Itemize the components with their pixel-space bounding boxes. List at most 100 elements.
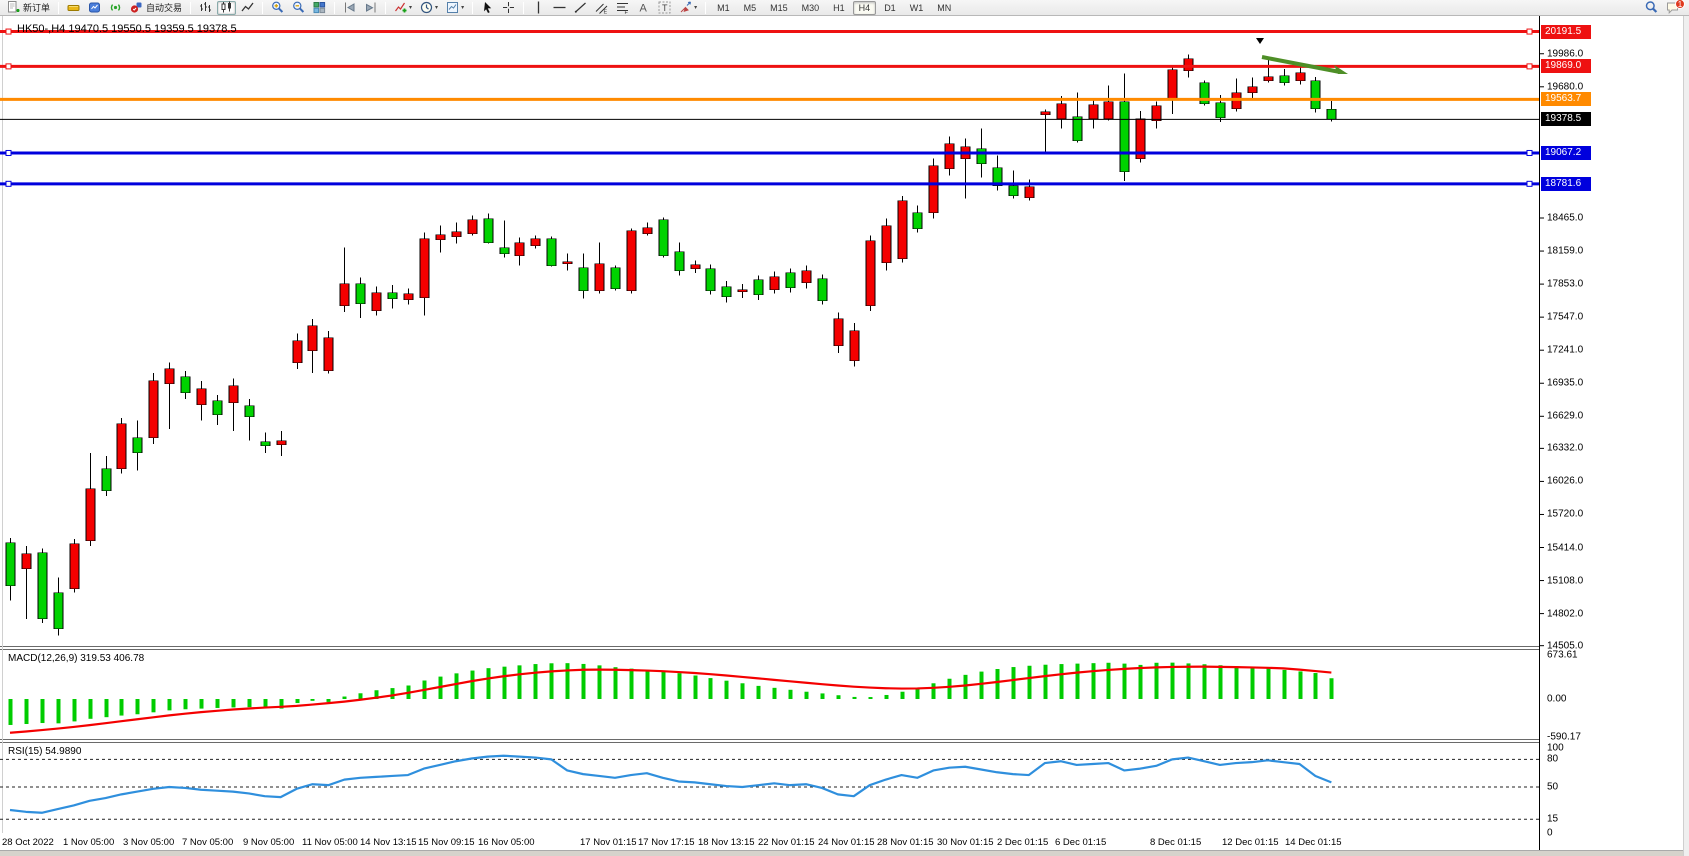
arrows-button[interactable]: ▾ [676,1,700,15]
timeframe-h4-button[interactable]: H4 [852,0,877,15]
candles-icon [221,1,232,13]
line-handle[interactable] [5,149,12,156]
candle-body [371,292,382,312]
chat-button[interactable]: 1 [1663,0,1685,15]
candle-body [1072,116,1083,141]
candle-body [530,238,541,246]
timeframe-m1-button[interactable]: M1 [717,2,730,13]
trend-arrow-line[interactable] [1261,55,1341,74]
channel-button[interactable]: E [592,1,611,15]
toolbar-separator [523,1,525,14]
candle-body [928,165,939,214]
line-handle[interactable] [1526,63,1533,70]
line-handle[interactable] [5,63,12,70]
timeframe-m5-button[interactable]: M5 [743,2,757,13]
chevron-down-icon[interactable]: ▾ [435,5,439,11]
textA-icon: A [640,3,648,15]
zoom-in-button[interactable] [268,1,287,15]
vline-button[interactable] [529,1,548,15]
rsi-line [9,754,1332,814]
templates-button[interactable]: ▾ [443,1,467,15]
tiles-icon [313,2,326,14]
time-axis-label: 14 Nov 13:15 [360,837,417,848]
search-icon [1645,1,1658,13]
bar-chart-button[interactable] [196,1,215,15]
line-handle[interactable] [1526,28,1533,35]
autotrade-button[interactable]: 自动交易 [127,1,185,15]
signals-button[interactable] [106,1,125,15]
timeframe-w1-button[interactable]: W1 [909,2,924,13]
timeframe-h1-button[interactable]: H1 [833,2,845,13]
line-handle[interactable] [5,180,12,187]
history-center-button[interactable] [64,1,83,15]
new-order-button[interactable]: 新订单 [4,1,53,15]
candle-body [1310,80,1321,110]
candle-body [164,368,175,385]
chevron-down-icon[interactable]: ▾ [409,5,413,11]
crosshair-button[interactable] [499,1,518,15]
chart-shift-button[interactable] [361,1,380,15]
candle-body [849,330,860,362]
price-tick-label: 17241.0 [1547,344,1584,356]
cursor-button[interactable] [478,1,497,15]
candle-body [132,437,143,454]
object-anchor-marker[interactable] [1256,38,1264,44]
market-watch-button[interactable] [85,1,104,15]
labelT-icon: T [658,1,671,14]
zoom-out-button[interactable] [289,1,308,15]
candle-body [976,148,987,164]
candle-body [881,225,892,264]
price-scale[interactable]: 19986.0 19680.0 18465.0 18159.0 17853.0 17547… [1540,16,1689,856]
line-handle[interactable] [1526,149,1533,156]
timeframe-d1-button[interactable]: D1 [884,2,896,13]
price-tick-label: 18159.0 [1547,245,1584,257]
candle-body [801,270,812,284]
price-tick-label: 15414.0 [1547,542,1584,553]
chart-canvas[interactable] [0,16,1689,856]
svg-text:T: T [662,3,668,13]
candle-body [21,553,32,570]
auto-scroll-button[interactable] [340,1,359,15]
candle-body [753,279,764,295]
line-handle[interactable] [5,28,12,35]
time-axis-label: 9 Nov 05:00 [243,837,295,848]
candle-body [1215,102,1226,119]
candle-body [323,337,334,372]
tile-windows-button[interactable] [310,1,329,15]
time-axis-label: 24 Nov 01:15 [818,837,875,848]
line-handle[interactable] [1526,180,1533,187]
time-axis-label: 2 Dec 01:15 [997,837,1049,848]
time-axis-label: 1 Nov 05:00 [63,837,115,848]
toolbar-separator [472,1,474,14]
timeframe-m30-button[interactable]: M30 [801,2,820,13]
time-axis-label: 7 Nov 05:00 [182,837,234,848]
line-chart-button[interactable] [238,1,257,15]
chart-window[interactable]: HK50-,H4 19470.5 19550.5 19359.5 19378.5… [0,16,1689,856]
hline-button[interactable] [550,1,569,15]
panel-separator[interactable] [0,646,1539,650]
text-label-button[interactable]: T [655,1,674,15]
trendline-button[interactable] [571,1,590,15]
search-button[interactable] [1642,1,1661,15]
candle-body [1167,69,1178,99]
chevron-down-icon[interactable]: ▾ [461,5,465,11]
blue-app-icon [89,2,101,13]
fibonacci-button[interactable]: F [613,1,632,15]
indicators-button[interactable]: ▾ [391,1,415,15]
time-axis[interactable]: 28 Oct 2022 1 Nov 05:00 3 Nov 05:00 7 Nov 0… [0,833,1539,850]
candle-body [1056,103,1067,120]
price-line-badge: 20191.5 [1541,24,1591,39]
trendline-icon [574,2,586,13]
new-order-button-label: 新订单 [23,3,51,13]
toolbar-separator [58,1,60,14]
timeframe-mn-button[interactable]: MN [937,2,952,13]
price-tick-label: 17853.0 [1547,278,1584,290]
candle-body [833,318,844,347]
candle-chart-button[interactable] [217,0,237,15]
candle-body [244,405,255,418]
periods-button[interactable]: ▾ [417,1,441,15]
timeframe-m15-button[interactable]: M15 [770,2,788,13]
text-button[interactable]: A [634,1,653,15]
chevron-down-icon[interactable]: ▾ [694,5,698,11]
panel-separator[interactable] [0,739,1539,743]
